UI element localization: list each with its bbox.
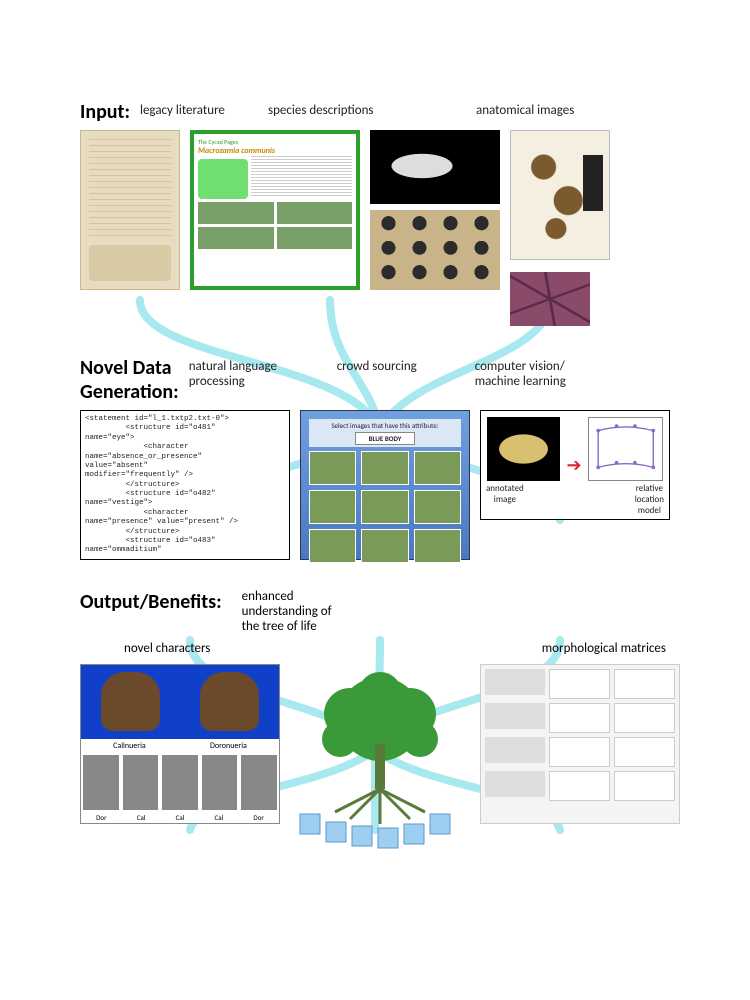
skull-xray-tile xyxy=(370,130,500,204)
leaf-venation-tile xyxy=(510,272,590,326)
label-novel-characters: novel characters xyxy=(124,641,210,656)
cv-left-label: annotated image xyxy=(486,483,524,516)
species-site-title: The Cycad Pages xyxy=(198,138,352,146)
label-anatomical: anatomical images xyxy=(476,104,626,119)
legacy-literature-tile xyxy=(80,130,180,290)
input-labels: legacy literature species descriptions a… xyxy=(140,104,626,119)
crowd-prompt: Select images that have this attribute: xyxy=(331,421,438,430)
label-legacy: legacy literature xyxy=(140,104,250,119)
species-description-tile: The Cycad Pages Macrozamia communis xyxy=(190,130,360,290)
output-tiles: Calinueria Doronueria Dor Cal Cal Cal Do… xyxy=(80,664,680,854)
morphological-matrix-tile xyxy=(480,664,680,824)
location-model-diagram xyxy=(588,417,663,481)
annotated-skull-image xyxy=(487,417,560,481)
beetle-collection-tile xyxy=(370,210,500,290)
novel-characters-tile: Calinueria Doronueria Dor Cal Cal Cal Do… xyxy=(80,664,280,824)
tree-of-life-tile xyxy=(290,664,470,854)
species-name: Macrozamia communis xyxy=(198,146,352,156)
label-cv: computer vision/ machine learning xyxy=(475,360,615,390)
label-nlp: natural language processing xyxy=(189,360,319,390)
cv-right-label: relative location model xyxy=(635,483,664,516)
input-tiles: The Cycad Pages Macrozamia communis xyxy=(80,130,680,326)
label-crowd: crowd sourcing xyxy=(337,360,457,390)
crowdsourcing-tile: Select images that have this attribute: … xyxy=(300,410,470,560)
crowd-attribute: BLUE BODY xyxy=(355,432,415,445)
input-heading: Input: xyxy=(80,100,130,124)
genus-a: Calinueria xyxy=(113,741,146,751)
arrow-right-icon: ➔ xyxy=(566,454,581,476)
nlp-xml-snippet: <statement id="l_1.txtp2.txt-0"> <struct… xyxy=(80,410,290,560)
generation-labels: natural language processing crowd sourci… xyxy=(189,360,615,390)
generation-heading: Novel Data Generation: xyxy=(80,356,179,404)
species-photo-grid xyxy=(198,202,352,249)
crowd-image-grid xyxy=(309,451,461,563)
herbarium-sheet-tile xyxy=(510,130,610,260)
generation-tiles: <statement id="l_1.txtp2.txt-0"> <struct… xyxy=(80,410,680,560)
label-morph-matrices: morphological matrices xyxy=(542,641,666,656)
label-tree-of-life: enhanced understanding of the tree of li… xyxy=(242,590,412,635)
australia-map-icon xyxy=(198,159,248,199)
genus-b: Doronueria xyxy=(210,741,247,751)
label-species: species descriptions xyxy=(268,104,418,119)
output-heading: Output/Benefits: xyxy=(80,590,222,614)
